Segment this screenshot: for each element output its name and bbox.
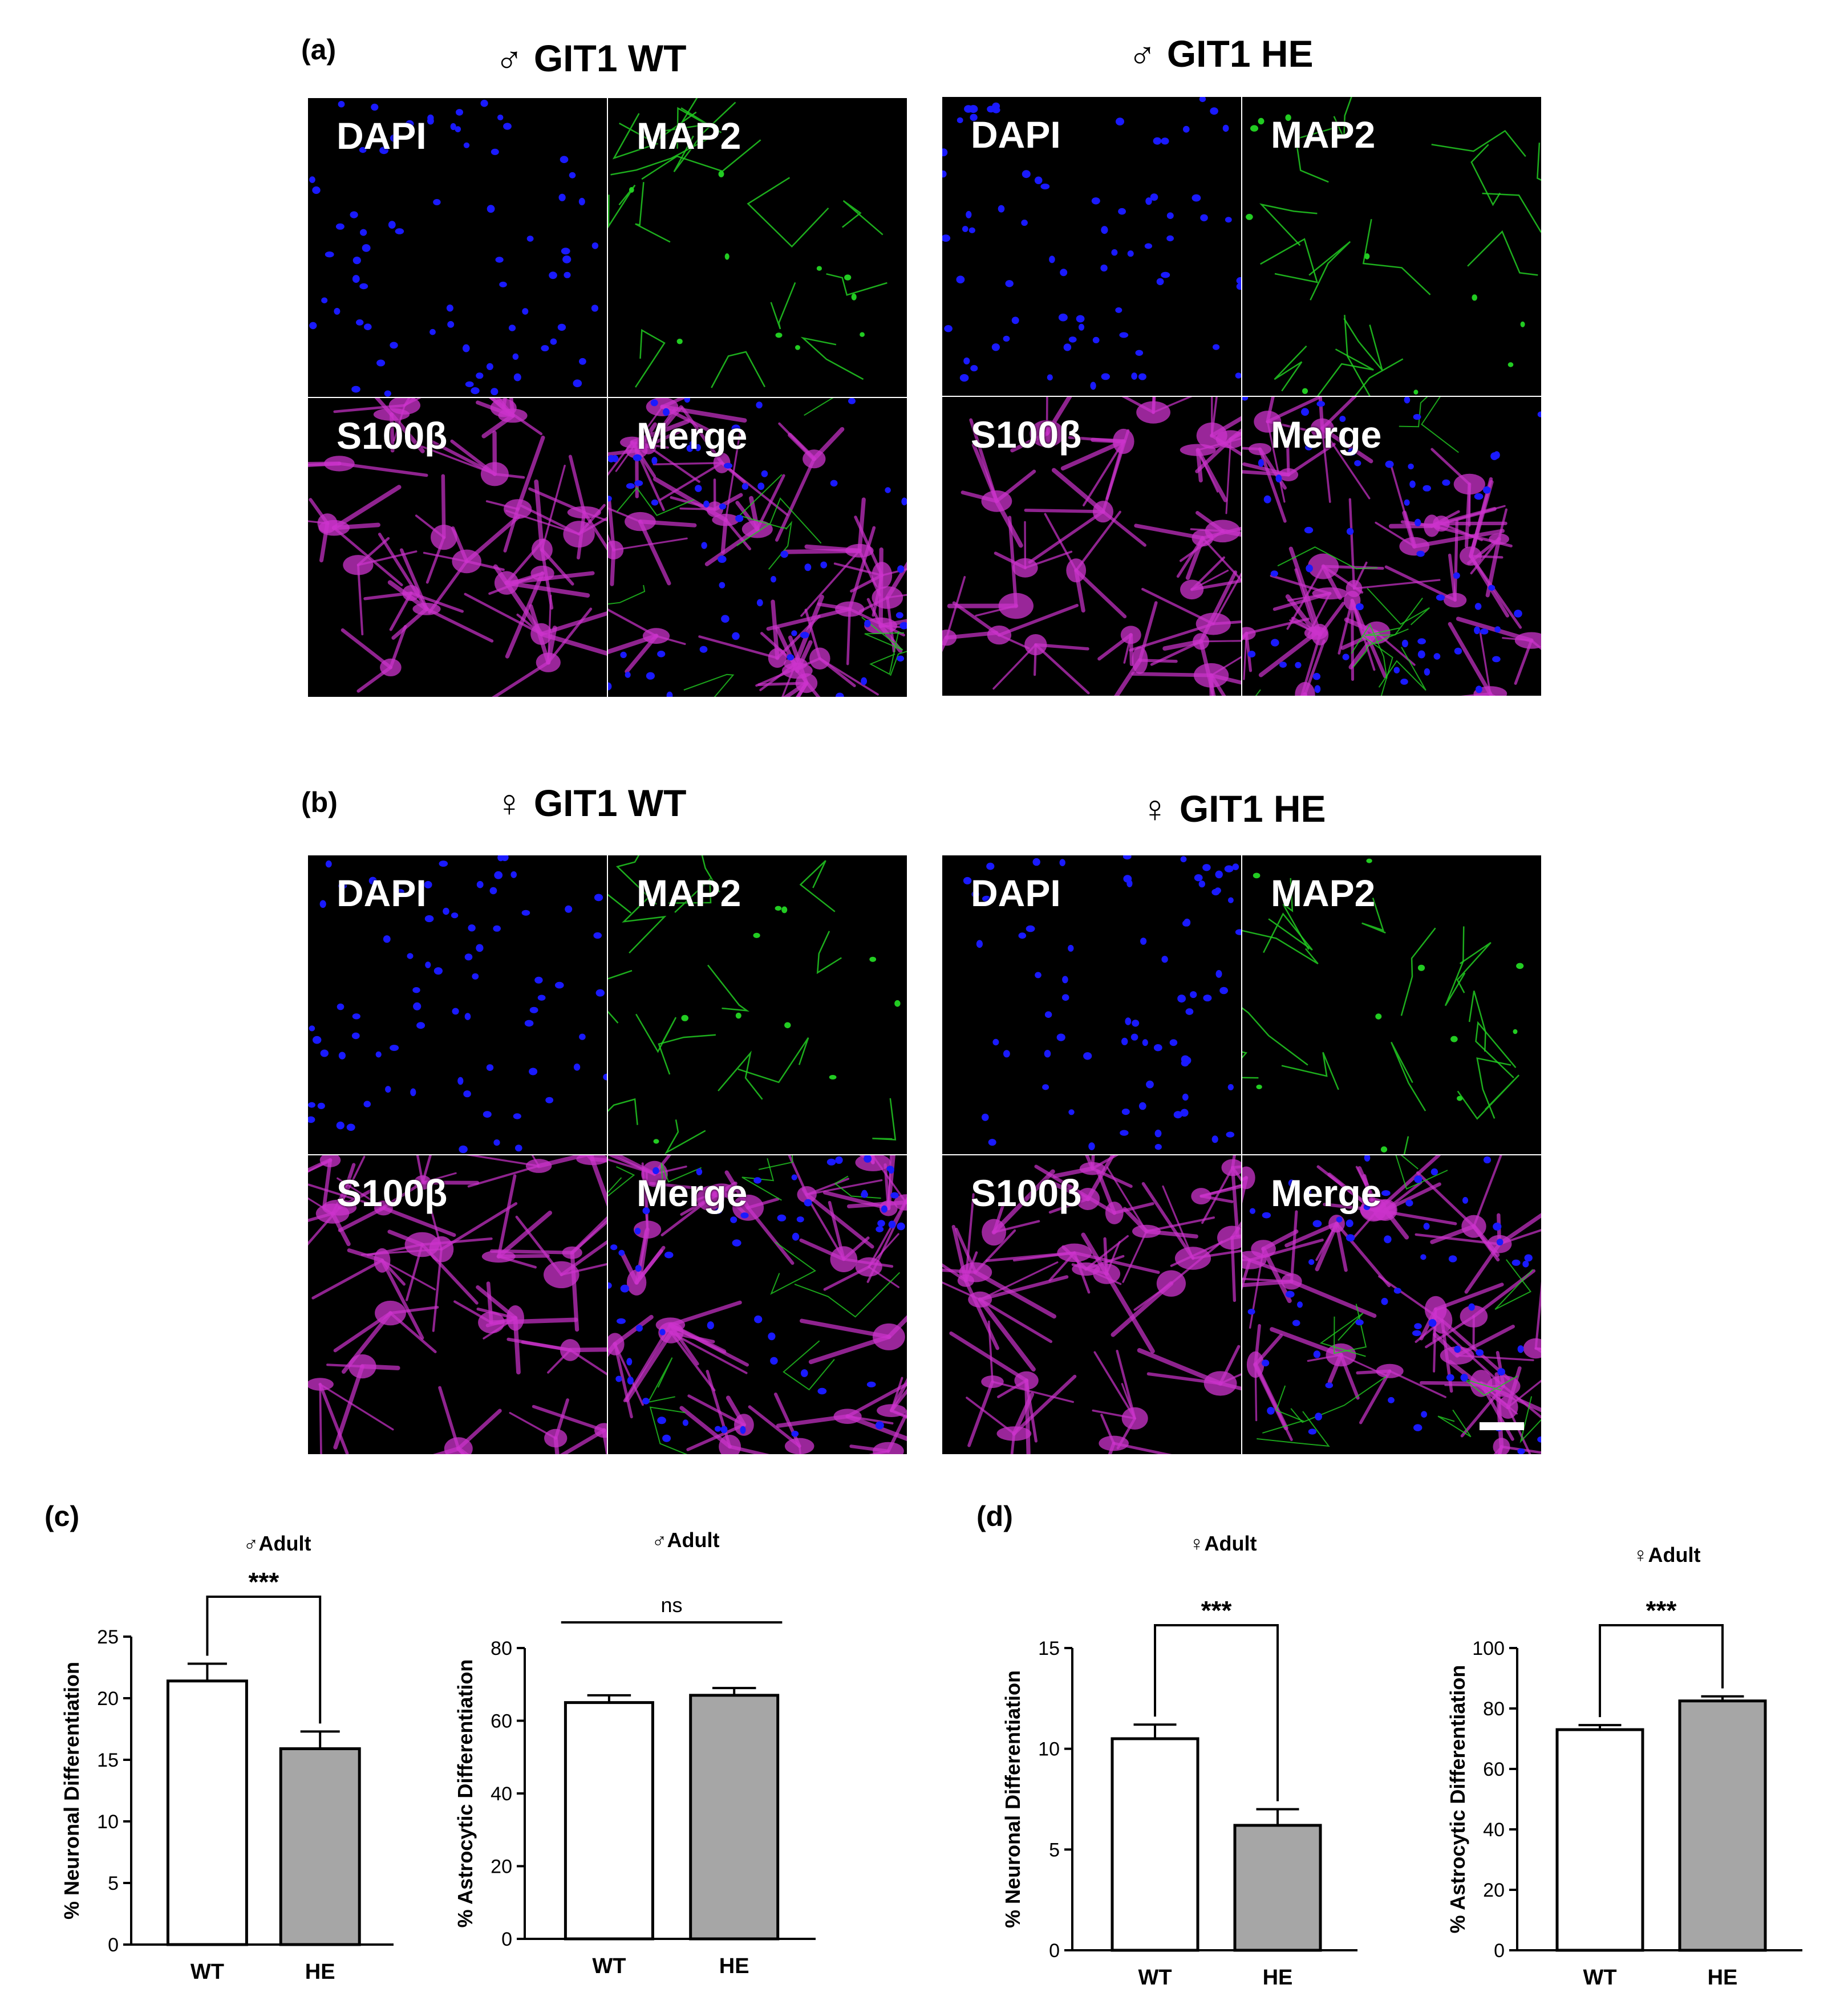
y-tick-label: 20 [491, 1856, 512, 1878]
channel-label-s100b: S100β [337, 415, 448, 457]
panel-letter-a: (a) [301, 34, 337, 66]
micrograph-female-wt-dapi: DAPI [308, 855, 607, 1154]
channel-label-map2: MAP2 [1271, 113, 1376, 156]
y-tick-label: 15 [1038, 1638, 1060, 1659]
panel-letter-b: (b) [301, 786, 338, 818]
x-tick-label: WT [1583, 1966, 1616, 1990]
y-tick-label: 40 [1483, 1819, 1505, 1841]
channel-label-merge: Merge [1271, 413, 1382, 456]
channel-label-s100b: S100β [971, 1172, 1082, 1214]
significance-label: ns [661, 1593, 683, 1617]
bar-wt [564, 1701, 654, 1941]
channel-label-merge: Merge [637, 415, 748, 457]
y-tick-label: 0 [1494, 1940, 1505, 1962]
significance-bracket [1154, 1624, 1279, 1801]
panel-letter-c: (c) [44, 1500, 80, 1532]
micrograph-male-wt-merge: Merge [608, 398, 907, 697]
group-title-female-wt: ♀ GIT1 WT [495, 782, 687, 824]
x-tick-label: HE [1263, 1966, 1293, 1990]
x-tick-label: WT [592, 1954, 626, 1978]
y-axis-label: % Neuronal Differentiation [60, 1662, 83, 1919]
chart-title-male-astrocytic: ♂Adult [651, 1528, 720, 1552]
micrograph-female-wt-merge: Merge [608, 1155, 907, 1454]
y-axis-label: % Astrocytic Differentiation [1446, 1665, 1469, 1934]
x-tick-label: WT [1138, 1966, 1172, 1990]
significance-label: *** [1201, 1596, 1232, 1625]
y-tick-label: 20 [97, 1688, 119, 1710]
channel-label-dapi: DAPI [337, 872, 427, 914]
bar-wt [1111, 1737, 1199, 1952]
y-tick-label: 80 [491, 1638, 512, 1659]
channel-label-s100b: S100β [337, 1172, 448, 1214]
y-tick-label: 0 [1049, 1940, 1060, 1962]
y-tick-label: 0 [501, 1929, 512, 1950]
micrograph-female-he-map2: MAP2 [1242, 855, 1541, 1154]
y-tick-label: 5 [1049, 1839, 1060, 1861]
channel-label-map2: MAP2 [637, 872, 741, 914]
channel-label-merge: Merge [1271, 1172, 1382, 1214]
bar-wt [166, 1679, 248, 1946]
channel-label-map2: MAP2 [637, 115, 741, 157]
bar-he [1233, 1824, 1322, 1952]
bar-he [689, 1694, 780, 1941]
micrograph-male-wt-map2: MAP2 [608, 98, 907, 397]
chart-title-male-neuronal: ♂Adult [243, 1532, 311, 1555]
y-tick-label: 15 [97, 1750, 119, 1771]
y-tick-label: 5 [108, 1873, 119, 1894]
y-tick-label: 10 [97, 1811, 119, 1833]
bar-wt [1555, 1728, 1644, 1952]
y-tick-label: 10 [1038, 1739, 1060, 1760]
micrograph-male-wt-s100b: S100β [308, 398, 607, 697]
panel-letter-d: (d) [976, 1500, 1013, 1532]
channel-label-s100b: S100β [971, 413, 1082, 456]
micrograph-female-he-s100b: S100β [942, 1155, 1241, 1454]
bar-chart-male-neuronal: 0 5 10 15 20 25 % Neuronal Differentiation WT HE… [60, 1567, 394, 1984]
y-tick-label: 60 [1483, 1759, 1505, 1780]
scale-bar [1480, 1422, 1524, 1430]
y-tick-label: 0 [108, 1934, 119, 1956]
micrograph-female-wt-map2: MAP2 [608, 855, 907, 1154]
channel-label-dapi: DAPI [337, 115, 427, 157]
group-title-male-wt: ♂ GIT1 WT [495, 37, 687, 79]
y-axis-label: % Astrocytic Differentiation [453, 1659, 477, 1928]
micrograph-male-he-merge: Merge [1242, 397, 1541, 696]
significance-label: *** [1646, 1596, 1677, 1625]
micrograph-male-he-map2: MAP2 [1242, 97, 1541, 396]
x-tick-label: HE [305, 1960, 335, 1984]
micrograph-female-he-dapi: DAPI [942, 855, 1241, 1154]
micrograph-male-wt-dapi: DAPI [308, 98, 607, 397]
channel-label-dapi: DAPI [971, 872, 1061, 914]
bar-he [1678, 1699, 1767, 1952]
y-tick-label: 80 [1483, 1698, 1505, 1720]
channel-label-map2: MAP2 [1271, 872, 1376, 914]
significance-label: *** [248, 1567, 279, 1597]
channel-label-merge: Merge [637, 1172, 748, 1214]
micrograph-male-he-dapi: DAPI [942, 97, 1241, 396]
significance-bracket [1599, 1624, 1724, 1718]
bar-chart-female-astrocytic: 0 20 40 60 80 100% Astrocytic Differentiation… [1446, 1596, 1802, 1990]
micrograph-female-wt-s100b: S100β [308, 1155, 607, 1454]
y-tick-label: 20 [1483, 1880, 1505, 1901]
micrograph-male-he-s100b: S100β [942, 397, 1241, 696]
chart-title-female-neuronal: ♀Adult [1189, 1532, 1257, 1555]
bar-he [279, 1747, 361, 1946]
y-tick-label: 40 [491, 1783, 512, 1805]
x-tick-label: WT [191, 1960, 224, 1984]
group-title-male-he: ♂ GIT1 HE [1128, 33, 1314, 75]
significance-bracket [206, 1596, 322, 1724]
channel-label-dapi: DAPI [971, 113, 1061, 156]
y-tick-label: 100 [1472, 1638, 1505, 1659]
chart-title-female-astrocytic: ♀Adult [1632, 1543, 1701, 1566]
y-tick-label: 25 [97, 1626, 119, 1648]
x-tick-label: HE [1708, 1966, 1738, 1990]
y-axis-label: % Neuronal Differentiation [1001, 1670, 1024, 1928]
bar-chart-male-astrocytic: 0 20 40 60 80 % Astrocytic Differentiation WT H… [453, 1593, 816, 1978]
y-tick-label: 60 [491, 1711, 512, 1732]
bar-chart-female-neuronal: 0 5 10 15 % Neuronal Differentiation WT HE *** [1001, 1596, 1357, 1990]
micrograph-female-he-merge: Merge [1242, 1155, 1541, 1454]
group-title-female-he: ♀ GIT1 HE [1141, 788, 1326, 830]
x-tick-label: HE [719, 1954, 749, 1978]
